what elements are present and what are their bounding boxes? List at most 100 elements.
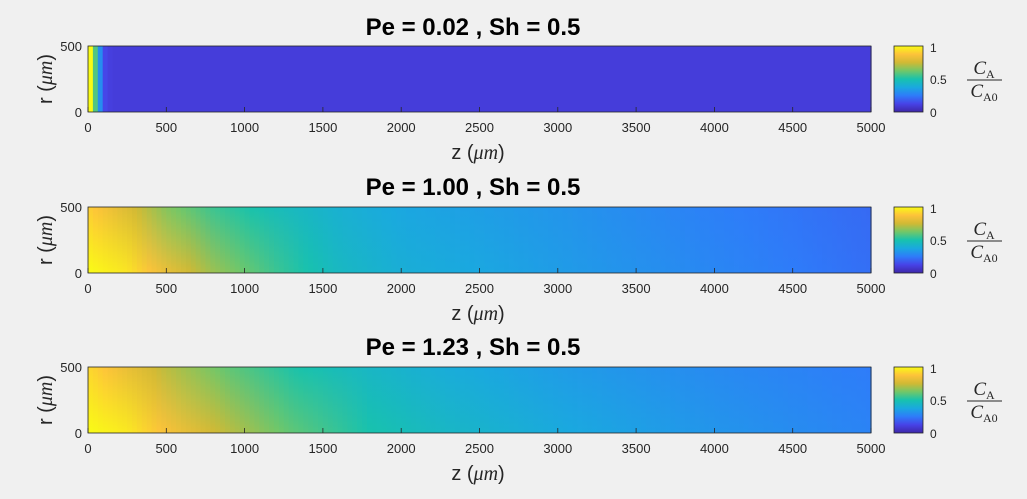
heatmap-cell-column	[337, 367, 344, 433]
heatmap-cell-column	[513, 367, 520, 433]
heatmap-cell-column	[636, 207, 642, 273]
heatmap-cell-column	[229, 46, 236, 112]
heatmap-cell-column	[401, 367, 407, 433]
heatmap-cell-column	[807, 367, 813, 433]
heatmap-cell-column	[592, 207, 598, 273]
heatmap-cell-column	[171, 207, 177, 273]
heatmap-cell-column	[645, 367, 652, 433]
heatmap-cell-column	[298, 46, 304, 112]
heatmap-cell-column	[185, 207, 192, 273]
heatmap-cell-column	[699, 207, 706, 273]
heatmap-cell-column	[136, 367, 143, 433]
heatmap-cell-column	[249, 367, 255, 433]
heatmap-cell-column	[557, 367, 564, 433]
heatmap-cell-column	[709, 207, 715, 273]
heatmap-cell-column	[494, 367, 500, 433]
heatmap-cell-column	[322, 367, 329, 433]
heatmap-cell-column	[166, 46, 172, 112]
heatmap-cell-column	[357, 207, 363, 273]
heatmap-cell-column	[626, 207, 632, 273]
heatmap-cell-column	[264, 207, 270, 273]
heatmap-cell-column	[132, 207, 138, 273]
heatmap-cell-column	[807, 46, 813, 112]
heatmap-cell-column	[415, 367, 422, 433]
panel-3-colorbar-label: CA CA0	[967, 379, 1002, 425]
heatmap-cell-column	[812, 367, 818, 433]
heatmap-cell-column	[151, 207, 158, 273]
heatmap-cell-column	[396, 46, 402, 112]
heatmap-cell-column	[738, 46, 745, 112]
x-tick-label: 2000	[387, 120, 416, 135]
heatmap-cell-column	[631, 367, 637, 433]
heatmap-cell-column	[102, 367, 109, 433]
heatmap-cell-column	[670, 46, 676, 112]
panel-1-colorbar-tick-0.5: 0.5	[930, 73, 947, 87]
heatmap-cell-column	[464, 46, 471, 112]
heatmap-cell-column	[778, 367, 784, 433]
heatmap-cell-column	[342, 367, 348, 433]
heatmap-cell-column	[308, 207, 314, 273]
heatmap-cell-column	[357, 367, 363, 433]
heatmap-cell-column	[391, 46, 397, 112]
heatmap-cell-column	[425, 367, 432, 433]
panel-2-colorbar-tick-1: 1	[930, 202, 937, 216]
panel-3-colorbar	[893, 366, 924, 434]
heatmap-cell-column	[557, 46, 564, 112]
heatmap-cell-column	[474, 46, 481, 112]
heatmap-cell-column	[866, 207, 872, 273]
panel-3-colorbar-tick-0: 0	[930, 427, 937, 441]
heatmap-cell-column	[841, 367, 848, 433]
heatmap-cell-column	[533, 46, 539, 112]
heatmap-cell-column	[572, 367, 578, 433]
heatmap-cell-column	[523, 367, 530, 433]
panel-2-colorbar-tick-0: 0	[930, 267, 937, 281]
heatmap-cell-column	[376, 46, 383, 112]
heatmap-cell-column	[469, 367, 476, 433]
heatmap-cell-column	[733, 207, 740, 273]
heatmap-cell-column	[543, 367, 549, 433]
x-tick-label: 1500	[308, 120, 337, 135]
panel-1-y-tick-0: 0	[75, 105, 82, 120]
heatmap-cell-column	[743, 207, 750, 273]
heatmap-cell-column	[778, 207, 784, 273]
heatmap-cell-column	[797, 207, 804, 273]
panel-2-colorbar-label-denominator: CA0	[970, 242, 997, 265]
heatmap-cell-column	[107, 367, 114, 433]
x-tick-label: 500	[155, 441, 177, 456]
x-tick-label: 0	[84, 441, 91, 456]
heatmap-cell-column	[802, 207, 808, 273]
x-tick-label: 500	[155, 120, 177, 135]
heatmap-cell-column	[675, 46, 681, 112]
heatmap-cell-column	[685, 207, 691, 273]
heatmap-cell-column	[195, 46, 202, 112]
heatmap-cell-column	[278, 46, 285, 112]
heatmap-cell-column	[283, 367, 290, 433]
heatmap-cell-column	[166, 367, 172, 433]
heatmap-cell-column	[225, 367, 231, 433]
heatmap-cell-column	[239, 46, 246, 112]
x-tick-label: 4000	[700, 441, 729, 456]
panel-1-x-ticks: 0 500 1000 1500 2000 2500 3000 3500 4000 4500 5000	[84, 107, 885, 135]
heatmap-cell-column	[440, 207, 446, 273]
heatmap-cell-column	[826, 46, 833, 112]
heatmap-cell-column	[430, 207, 437, 273]
heatmap-panel-1: Pe = 0.02 , Sh = 0.5 0 500 1000 1500 2000 250…	[35, 14, 1002, 164]
heatmap-cell-column	[455, 207, 461, 273]
heatmap-cell-column	[528, 46, 534, 112]
heatmap-cell-column	[195, 367, 202, 433]
heatmap-cell-column	[347, 207, 353, 273]
heatmap-cell-column	[738, 207, 745, 273]
x-tick-label: 4500	[778, 120, 807, 135]
heatmap-cell-column	[371, 46, 378, 112]
heatmap-cell-column	[694, 46, 701, 112]
heatmap-cell-column	[836, 367, 843, 433]
heatmap-cell-column	[469, 207, 476, 273]
heatmap-cell-column	[259, 46, 265, 112]
heatmap-cell-column	[841, 46, 848, 112]
heatmap-cell-column	[318, 46, 324, 112]
x-tick-label: 2000	[387, 281, 416, 296]
heatmap-cell-column	[190, 367, 197, 433]
panel-2-heatmap	[88, 207, 872, 273]
heatmap-cell-column	[141, 46, 148, 112]
heatmap-cell-column	[459, 46, 466, 112]
